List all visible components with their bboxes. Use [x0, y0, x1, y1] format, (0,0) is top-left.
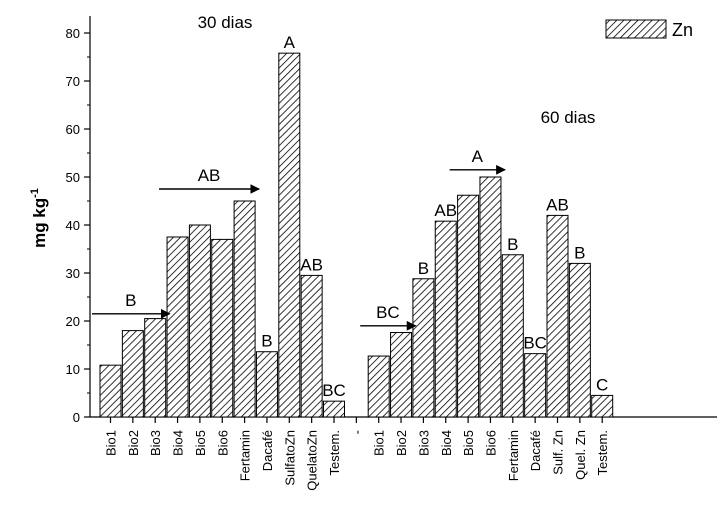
bar: [479, 176, 502, 418]
x-tick-label: Bio5: [461, 430, 476, 456]
bars: [99, 52, 614, 418]
x-tick-label: Bio5: [193, 430, 208, 456]
x-tick-label: Dacafé: [528, 430, 543, 471]
bar: [568, 262, 591, 418]
bar: [390, 332, 413, 418]
y-tick-label: 40: [66, 218, 80, 233]
bar: [323, 400, 345, 418]
bar: [255, 351, 278, 418]
x-tick-label: Dacafé: [260, 430, 275, 471]
bar-letter: B: [574, 243, 585, 262]
y-axis-label: mg kg-1: [29, 188, 49, 248]
x-tick-label: Bio1: [104, 430, 119, 456]
bar: [457, 194, 480, 418]
bar: [278, 52, 301, 418]
x-tick-label: Fertamin: [238, 430, 253, 481]
bar: [166, 236, 189, 418]
y-tick-label: 80: [66, 26, 80, 41]
legend-label: Zn: [672, 20, 693, 40]
group-letter: AB: [434, 201, 457, 220]
bar-letter: BC: [322, 381, 346, 400]
x-tick-label: Bio1: [372, 430, 387, 456]
group-title: 30 dias: [198, 13, 253, 32]
x-tick-label: Testem.: [327, 430, 342, 476]
bar: [144, 318, 167, 418]
bar: [233, 200, 256, 418]
bar-letter: AB: [300, 255, 323, 274]
x-tick-label: Fertamin: [506, 430, 521, 481]
x-tick-label: Testem.: [595, 430, 610, 476]
bar: [412, 278, 435, 418]
bar: [211, 238, 234, 418]
bar: [188, 224, 211, 418]
group-letter: B: [125, 291, 136, 310]
y-ticks: 0 10 20 30 40 50 60 70 80: [66, 26, 90, 425]
bar: [121, 330, 144, 418]
x-tick-label: Bio2: [126, 430, 141, 456]
x-tick-label: Bio4: [439, 430, 454, 456]
bar-letter: A: [284, 33, 296, 52]
x-tick-label: -: [349, 430, 364, 434]
group-letter: AB: [198, 166, 221, 185]
group-letter: BC: [376, 303, 400, 322]
x-tick-label: Bio2: [394, 430, 409, 456]
y-tick-label: 20: [66, 314, 80, 329]
x-ticks: Bio1 Bio2 Bio3 Bio4 Bio5 Bio6 Fertamin Dacafé Su…: [104, 417, 610, 491]
y-tick-label: 0: [73, 410, 80, 425]
legend: Zn: [605, 19, 693, 40]
bar: [434, 220, 457, 418]
x-tick-label: Bio6: [215, 430, 230, 456]
group-title: 60 dias: [541, 108, 596, 127]
bar: [99, 364, 122, 418]
bar-letter: B: [507, 235, 518, 254]
bar-letter: BC: [523, 334, 547, 353]
x-tick-label: Sulf. Zn: [551, 430, 566, 475]
bar: [591, 394, 614, 418]
legend-swatch: [605, 19, 667, 39]
x-tick-label: QuelatoZn: [305, 430, 320, 491]
group-letter: A: [472, 147, 484, 166]
x-tick-label: Quel. Zn: [573, 430, 588, 480]
x-tick-label: Bio4: [171, 430, 186, 456]
bar-letter: C: [596, 375, 608, 394]
bar-letter: B: [261, 332, 272, 351]
bar: [501, 254, 524, 418]
bar-letter: AB: [546, 195, 569, 214]
x-tick-label: Bio6: [483, 430, 498, 456]
bar: [367, 355, 390, 418]
bar: [524, 353, 547, 418]
group-letter: B: [418, 259, 429, 278]
y-tick-label: 70: [66, 74, 80, 89]
x-tick-label: Bio3: [416, 430, 431, 456]
bar: [546, 214, 569, 418]
x-tick-label: SulfatoZn: [282, 430, 297, 486]
y-tick-label: 60: [66, 122, 80, 137]
y-tick-label: 10: [66, 362, 80, 377]
y-tick-label: 30: [66, 266, 80, 281]
y-tick-label: 50: [66, 170, 80, 185]
bar: [300, 274, 323, 418]
x-tick-label: Bio3: [148, 430, 163, 456]
